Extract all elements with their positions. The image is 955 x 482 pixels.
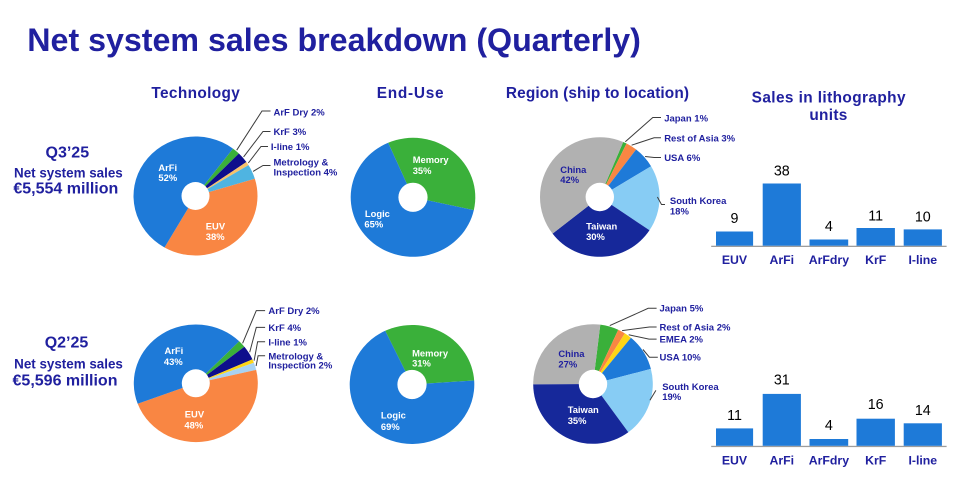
svg-text:38%: 38% bbox=[206, 231, 225, 242]
svg-text:ArFi: ArFi bbox=[769, 253, 794, 267]
svg-text:Memory: Memory bbox=[412, 348, 449, 359]
svg-text:EUV: EUV bbox=[722, 453, 748, 467]
svg-text:Japan 5%: Japan 5% bbox=[660, 303, 704, 314]
svg-text:18%: 18% bbox=[670, 207, 690, 218]
svg-text:Metrology &: Metrology & bbox=[274, 158, 329, 169]
svg-text:I-line: I-line bbox=[908, 453, 937, 467]
svg-text:35%: 35% bbox=[568, 415, 587, 426]
svg-text:ArF Dry 2%: ArF Dry 2% bbox=[274, 108, 326, 119]
svg-text:ArFdry: ArFdry bbox=[809, 253, 849, 267]
svg-text:KrF 3%: KrF 3% bbox=[274, 127, 307, 138]
svg-text:43%: 43% bbox=[164, 356, 183, 367]
svg-text:48%: 48% bbox=[184, 420, 203, 431]
svg-text:Region (ship to location): Region (ship to location) bbox=[506, 85, 689, 102]
svg-text:9: 9 bbox=[731, 211, 739, 227]
svg-text:11: 11 bbox=[727, 408, 742, 424]
svg-text:69%: 69% bbox=[381, 421, 400, 432]
svg-text:ArF Dry 2%: ArF Dry 2% bbox=[268, 306, 320, 317]
svg-text:China: China bbox=[560, 164, 587, 175]
svg-text:Q2’25: Q2’25 bbox=[45, 335, 89, 352]
svg-text:16: 16 bbox=[868, 397, 884, 413]
svg-text:4: 4 bbox=[825, 219, 833, 235]
svg-text:Taiwan: Taiwan bbox=[586, 220, 617, 231]
svg-text:USA 10%: USA 10% bbox=[660, 353, 702, 364]
svg-text:End-Use: End-Use bbox=[377, 85, 445, 102]
svg-text:€5,554 million: €5,554 million bbox=[13, 180, 118, 197]
svg-text:30%: 30% bbox=[586, 231, 605, 242]
svg-text:4: 4 bbox=[825, 418, 833, 434]
svg-text:38: 38 bbox=[774, 163, 790, 179]
svg-text:EMEA 2%: EMEA 2% bbox=[660, 334, 704, 345]
svg-text:Inspection 4%: Inspection 4% bbox=[274, 168, 338, 179]
svg-text:52%: 52% bbox=[158, 172, 177, 183]
svg-text:35%: 35% bbox=[413, 165, 432, 176]
svg-text:EUV: EUV bbox=[185, 409, 205, 420]
svg-text:Logic: Logic bbox=[365, 208, 390, 219]
svg-text:Japan 1%: Japan 1% bbox=[664, 114, 708, 125]
svg-text:Q3’25: Q3’25 bbox=[46, 145, 90, 162]
svg-text:KrF 4%: KrF 4% bbox=[268, 323, 301, 334]
svg-text:Inspection 2%: Inspection 2% bbox=[268, 361, 332, 372]
svg-text:42%: 42% bbox=[560, 174, 579, 185]
svg-text:10: 10 bbox=[915, 209, 931, 225]
svg-text:Metrology &: Metrology & bbox=[268, 352, 323, 363]
svg-text:Rest of Asia 3%: Rest of Asia 3% bbox=[664, 134, 735, 145]
svg-text:ArFi: ArFi bbox=[158, 162, 177, 173]
svg-text:Technology: Technology bbox=[151, 85, 240, 102]
svg-text:Net system sales: Net system sales bbox=[14, 356, 123, 371]
svg-text:ArFi: ArFi bbox=[165, 345, 184, 356]
svg-text:I-line: I-line bbox=[908, 253, 937, 267]
svg-text:ArFi: ArFi bbox=[769, 453, 794, 467]
svg-text:Net system sales: Net system sales bbox=[14, 165, 123, 180]
svg-text:China: China bbox=[558, 348, 585, 359]
svg-text:Rest of Asia 2%: Rest of Asia 2% bbox=[660, 322, 731, 333]
svg-text:Taiwan: Taiwan bbox=[568, 404, 599, 415]
svg-text:Net system sales breakdown (Qu: Net system sales breakdown (Quarterly) bbox=[27, 22, 641, 58]
svg-text:I-line 1%: I-line 1% bbox=[271, 142, 310, 153]
svg-text:EUV: EUV bbox=[206, 220, 226, 231]
svg-text:KrF: KrF bbox=[865, 253, 887, 267]
svg-text:South Korea: South Korea bbox=[662, 382, 719, 393]
svg-text:19%: 19% bbox=[662, 392, 682, 403]
svg-text:USA 6%: USA 6% bbox=[664, 153, 701, 164]
svg-text:31%: 31% bbox=[412, 358, 431, 369]
svg-text:14: 14 bbox=[915, 403, 931, 419]
svg-text:I-line 1%: I-line 1% bbox=[268, 337, 307, 348]
svg-text:units: units bbox=[809, 107, 847, 124]
svg-text:27%: 27% bbox=[558, 358, 577, 369]
svg-text:65%: 65% bbox=[364, 219, 383, 230]
svg-text:ArFdry: ArFdry bbox=[809, 453, 849, 467]
svg-text:KrF: KrF bbox=[865, 453, 887, 467]
svg-text:South Korea: South Korea bbox=[670, 196, 727, 207]
svg-text:€5,596 million: €5,596 million bbox=[13, 372, 118, 389]
svg-text:11: 11 bbox=[868, 209, 883, 225]
svg-text:EUV: EUV bbox=[722, 253, 748, 267]
svg-text:Memory: Memory bbox=[413, 154, 450, 165]
svg-text:31: 31 bbox=[774, 373, 790, 389]
svg-text:Sales in lithography: Sales in lithography bbox=[752, 90, 906, 107]
svg-text:Logic: Logic bbox=[381, 410, 406, 421]
